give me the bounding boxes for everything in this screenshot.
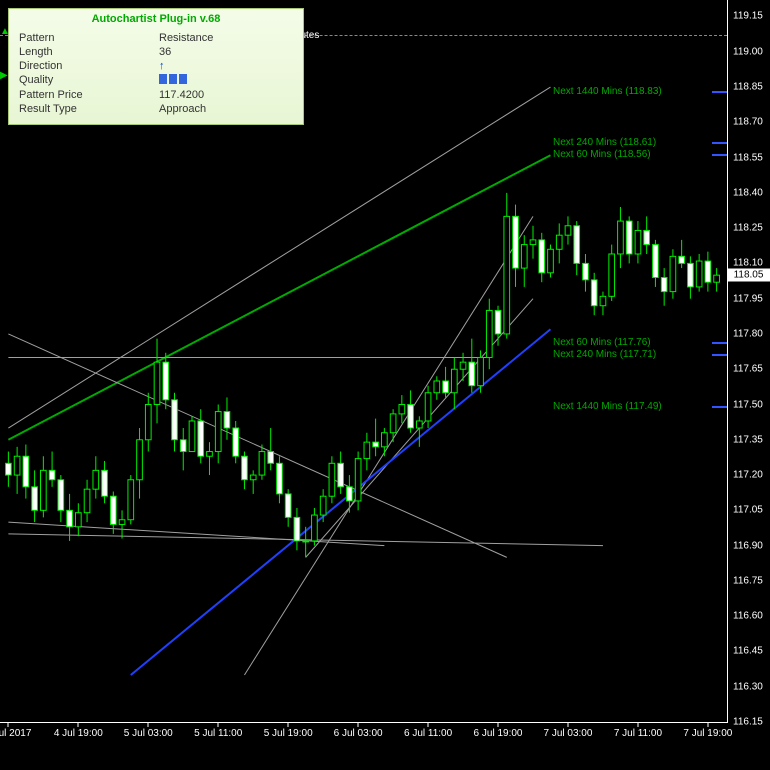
- x-tick: 5 Jul 03:00: [124, 728, 173, 739]
- prediction-label: Next 1440 Mins (117.49): [553, 401, 662, 412]
- y-tick: 117.35: [733, 434, 763, 445]
- prediction-label: Next 60 Mins (118.56): [553, 149, 651, 160]
- panel-row: Direction↑: [9, 59, 303, 73]
- y-tick: 118.25: [733, 223, 763, 234]
- panel-title: Autochartist Plug-in v.68: [9, 9, 303, 31]
- prediction-tick: [712, 342, 727, 344]
- panel-key: Pattern Price: [19, 89, 159, 101]
- prediction-label: Next 1440 Mins (118.83): [553, 86, 662, 97]
- prediction-tick: [712, 142, 727, 144]
- y-axis: 116.15116.30116.45116.60116.75116.90117.…: [727, 0, 770, 722]
- y-tick: 117.05: [733, 505, 763, 516]
- panel-key: Result Type: [19, 103, 159, 115]
- panel-value: 36: [159, 46, 293, 58]
- current-price-box: 118.05: [727, 269, 770, 282]
- y-tick: 116.60: [733, 611, 763, 622]
- quality-bars-icon: [159, 75, 189, 87]
- direction-up-icon: ↑: [159, 60, 165, 72]
- x-tick: 7 Jul 03:00: [544, 728, 593, 739]
- panel-row: Pattern Price117.4200: [9, 88, 303, 102]
- y-tick: 117.80: [733, 328, 763, 339]
- prediction-tick: [712, 154, 727, 156]
- info-panel[interactable]: Autochartist Plug-in v.68 PatternResista…: [8, 8, 304, 125]
- panel-value: [159, 74, 293, 87]
- panel-row: PatternResistance: [9, 31, 303, 45]
- y-tick: 118.40: [733, 187, 763, 198]
- y-tick: 117.65: [733, 364, 763, 375]
- prediction-label: Next 60 Mins (117.76): [553, 337, 651, 348]
- panel-key: Quality: [19, 74, 159, 87]
- prediction-tick: [712, 91, 727, 93]
- x-axis: 4 Jul 2017 4 Jul 19:00 5 Jul 03:00 5 Jul 11…: [0, 722, 727, 770]
- y-tick: 118.70: [733, 117, 763, 128]
- panel-row: Quality: [9, 73, 303, 88]
- x-tick: 4 Jul 2017: [0, 728, 31, 739]
- y-tick: 117.20: [733, 470, 763, 481]
- panel-rows: PatternResistanceLength36Direction↑Quali…: [9, 31, 303, 124]
- y-tick: 116.75: [733, 575, 763, 586]
- y-tick: 116.45: [733, 646, 763, 657]
- x-tick: 6 Jul 03:00: [334, 728, 383, 739]
- x-tick: 7 Jul 19:00: [683, 728, 732, 739]
- x-tick: 6 Jul 19:00: [474, 728, 523, 739]
- x-tick: 6 Jul 11:00: [404, 728, 452, 739]
- x-tick: 7 Jul 11:00: [614, 728, 662, 739]
- panel-row: Result TypeApproach: [9, 102, 303, 116]
- y-tick: 117.50: [733, 399, 763, 410]
- panel-value: Approach: [159, 103, 293, 115]
- panel-value: Resistance: [159, 32, 293, 44]
- y-tick: 118.85: [733, 82, 763, 93]
- chart-container: 0 minutes 116.15116.30116.45116.60116.75…: [0, 0, 770, 770]
- x-tick: 4 Jul 19:00: [54, 728, 103, 739]
- prediction-label: Next 240 Mins (117.71): [553, 349, 656, 360]
- panel-row: Length36: [9, 45, 303, 59]
- y-tick: 116.30: [733, 681, 763, 692]
- y-tick: 117.95: [733, 293, 763, 304]
- panel-key: Direction: [19, 60, 159, 72]
- y-tick: 116.15: [733, 717, 763, 728]
- panel-value: ↑: [159, 60, 293, 72]
- x-tick: 5 Jul 11:00: [194, 728, 242, 739]
- y-tick: 119.00: [733, 46, 763, 57]
- y-tick: 116.90: [733, 540, 763, 551]
- panel-key: Length: [19, 46, 159, 58]
- y-tick: 118.10: [733, 258, 763, 269]
- prediction-label: Next 240 Mins (118.61): [553, 137, 656, 148]
- y-tick: 119.15: [733, 11, 763, 22]
- prediction-tick: [712, 354, 727, 356]
- panel-key: Pattern: [19, 32, 159, 44]
- prediction-tick: [712, 406, 727, 408]
- panel-value: 117.4200: [159, 89, 293, 101]
- x-tick: 5 Jul 19:00: [264, 728, 313, 739]
- y-tick: 118.55: [733, 152, 763, 163]
